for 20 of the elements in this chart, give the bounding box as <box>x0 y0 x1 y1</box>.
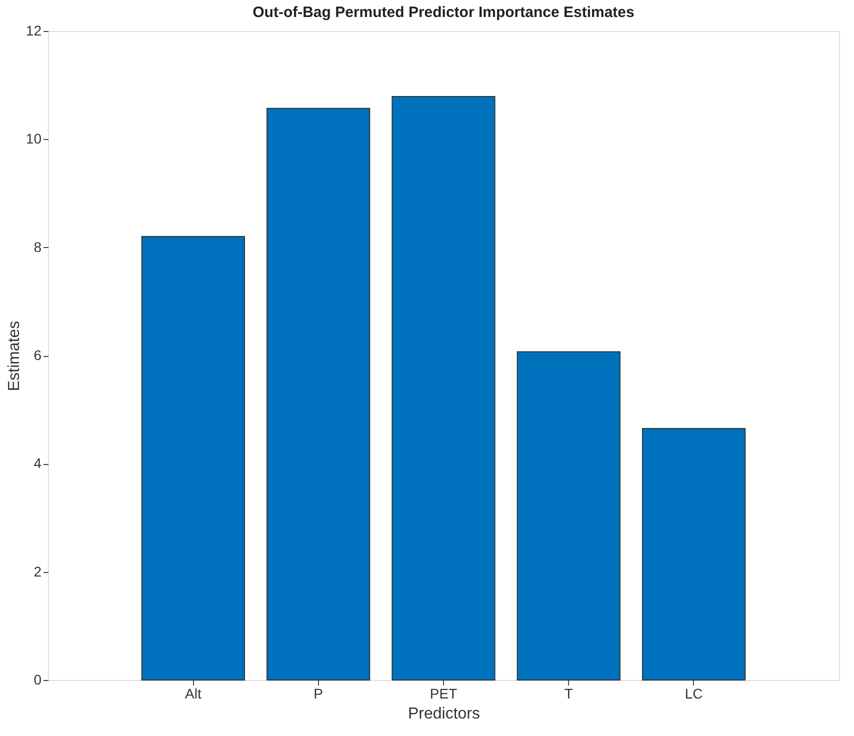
y-tick-label: 0 <box>34 672 42 688</box>
y-tick-label: 4 <box>34 455 42 472</box>
x-axis-title: Predictors <box>408 706 480 722</box>
x-tick-label: LC <box>684 686 703 702</box>
y-tick-label: 8 <box>34 238 42 255</box>
y-tick-label: 2 <box>34 563 42 580</box>
y-tick-label: 12 <box>26 22 42 38</box>
bar <box>141 236 245 680</box>
bar <box>516 351 620 680</box>
chart-title: Out-of-Bag Permuted Predictor Importance Estimates <box>252 4 634 21</box>
x-tick-label: P <box>314 686 324 702</box>
x-tick-label: PET <box>430 686 458 702</box>
bar <box>266 108 370 680</box>
y-axis-title: Estimates <box>6 320 23 392</box>
x-tick-label: T <box>564 686 574 702</box>
x-tick-label: Alt <box>185 686 202 702</box>
bar <box>642 428 746 680</box>
bar <box>392 96 496 680</box>
y-tick-label: 6 <box>34 347 42 363</box>
y-tick-label: 10 <box>26 130 42 147</box>
